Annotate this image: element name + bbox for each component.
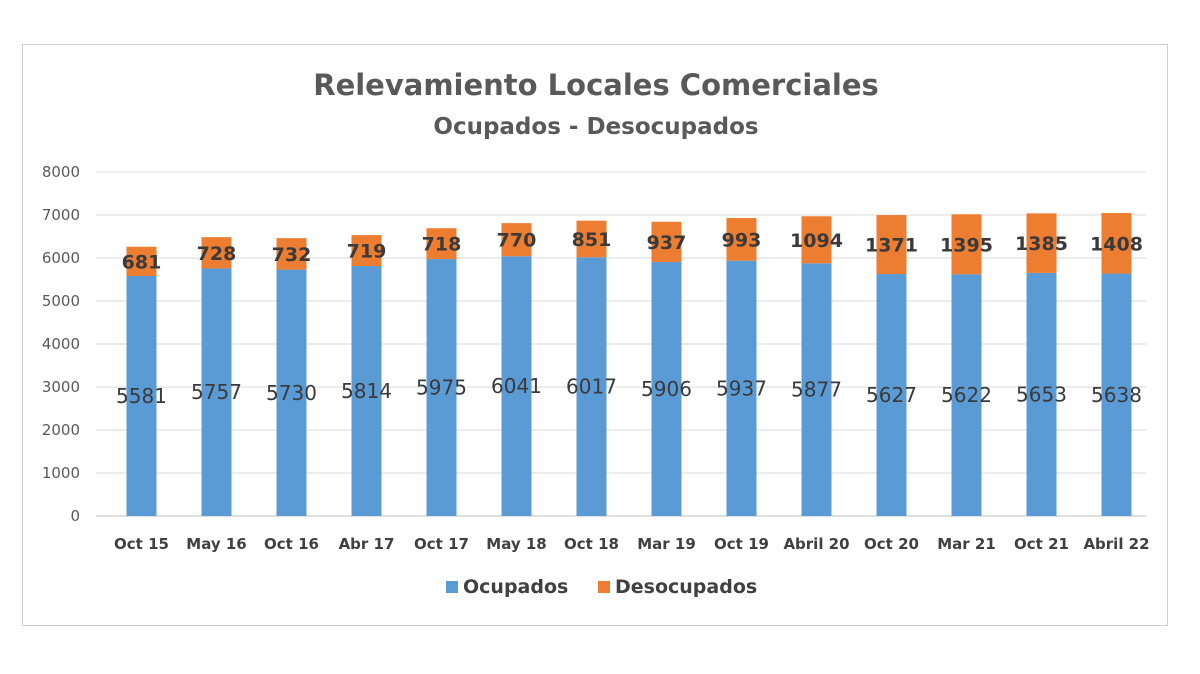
- bar-desocupados: [501, 223, 532, 257]
- data-label-ocupados: 5877: [791, 378, 842, 402]
- data-label-ocupados: 5730: [266, 381, 317, 405]
- data-label-ocupados: 5638: [1091, 383, 1142, 407]
- data-label-desocupados: 851: [572, 229, 612, 251]
- data-label-ocupados: 6041: [491, 374, 542, 398]
- x-tick-label: Oct 20: [864, 535, 919, 553]
- data-label-ocupados: 5906: [641, 377, 692, 401]
- data-label-desocupados: 681: [122, 251, 162, 273]
- legend-label: Ocupados: [463, 576, 568, 598]
- y-axis-ticks: 0 1000 2000 3000 4000 5000 6000 7000 8000: [42, 163, 80, 525]
- bar-desocupados: [651, 221, 682, 263]
- bar-ocupados: [801, 263, 832, 516]
- x-tick-label: Abr 17: [339, 535, 395, 553]
- bar-desocupados: [801, 216, 832, 264]
- bar-ocupados: [1026, 272, 1057, 516]
- data-label-ocupados: 5653: [1016, 382, 1067, 406]
- bar-ocupados: [426, 259, 457, 516]
- data-label-desocupados: 728: [197, 243, 237, 265]
- x-tick-label: Oct 19: [714, 535, 769, 553]
- data-label-desocupados: 1385: [1015, 233, 1068, 255]
- bar-desocupados: [201, 237, 232, 269]
- bar-desocupados: [351, 235, 382, 266]
- bar-desocupados: [876, 215, 907, 275]
- data-label-desocupados: 993: [722, 229, 762, 251]
- y-tick-label: 4000: [42, 335, 80, 353]
- bar-ocupados: [651, 262, 682, 516]
- y-tick-label: 7000: [42, 206, 80, 224]
- data-label-ocupados: 5975: [416, 376, 467, 400]
- data-label-desocupados: 770: [497, 230, 537, 252]
- data-label-ocupados: 6017: [566, 375, 617, 399]
- bar-ocupados: [276, 269, 307, 516]
- bar-desocupados: [426, 228, 457, 260]
- gridlines: [96, 171, 1146, 517]
- bar-ocupados: [501, 256, 532, 516]
- x-tick-label: Oct 16: [264, 535, 319, 553]
- bar-ocupados: [726, 260, 757, 516]
- bar-ocupados: [576, 257, 607, 516]
- data-label-desocupados: 1371: [865, 235, 918, 257]
- data-label-desocupados: 732: [272, 244, 312, 266]
- x-tick-label: Mar 19: [637, 535, 696, 553]
- bar-ocupados: [876, 274, 907, 516]
- bar-ocupados: [951, 274, 982, 516]
- data-label-ocupados: 5581: [116, 384, 167, 408]
- data-label-ocupados: 5937: [716, 376, 767, 400]
- bar-desocupados: [1101, 213, 1132, 274]
- y-tick-label: 8000: [42, 163, 80, 181]
- bar-desocupados: [576, 220, 607, 258]
- data-label-desocupados: 718: [422, 234, 462, 256]
- x-tick-label: Abril 22: [1083, 535, 1149, 553]
- x-tick-label: Mar 21: [937, 535, 996, 553]
- bar-ocupados: [351, 265, 382, 516]
- data-label-ocupados: 5627: [866, 383, 917, 407]
- y-tick-label: 3000: [42, 378, 80, 396]
- legend: Ocupados Desocupados: [446, 576, 757, 598]
- bar-ocupados: [1101, 273, 1132, 516]
- legend-swatch: [598, 581, 610, 593]
- legend-swatch: [446, 581, 458, 593]
- chart-title: Relevamiento Locales Comerciales: [313, 68, 879, 102]
- bar-ocupados: [126, 276, 157, 516]
- y-tick-label: 0: [70, 507, 80, 525]
- x-tick-label: Abril 20: [783, 535, 849, 553]
- y-tick-label: 2000: [42, 421, 80, 439]
- data-label-ocupados: 5622: [941, 383, 992, 407]
- data-label-desocupados: 1395: [940, 234, 993, 256]
- data-label-desocupados: 1094: [790, 230, 843, 252]
- bar-ocupados: [201, 268, 232, 516]
- x-axis-categories: Oct 15 May 16 Oct 16 Abr 17 Oct 17 May 18 Oct …: [114, 535, 1150, 553]
- x-tick-label: May 18: [486, 535, 546, 553]
- y-tick-label: 6000: [42, 249, 80, 267]
- y-tick-label: 1000: [42, 464, 80, 482]
- data-label-desocupados: 937: [647, 232, 687, 254]
- legend-label: Desocupados: [615, 576, 757, 598]
- data-label-desocupados: 719: [347, 241, 387, 263]
- bar-desocupados: [126, 246, 157, 277]
- bar-desocupados: [276, 238, 307, 270]
- data-label-desocupados: 1408: [1090, 233, 1143, 255]
- chart-subtitle: Ocupados - Desocupados: [433, 114, 758, 140]
- bar-desocupados: [1026, 213, 1057, 273]
- x-tick-label: Oct 18: [564, 535, 619, 553]
- data-label-ocupados: 5814: [341, 379, 392, 403]
- data-label-ocupados: 5757: [191, 380, 242, 404]
- bar-desocupados: [951, 214, 982, 275]
- x-tick-label: Oct 17: [414, 535, 469, 553]
- bar-desocupados: [726, 218, 757, 261]
- bars: 5581 681 5757 728 5730 732 5814 719 5975 718 6041 7…: [116, 213, 1143, 516]
- x-tick-label: Oct 21: [1014, 535, 1069, 553]
- x-tick-label: Oct 15: [114, 535, 169, 553]
- x-tick-label: May 16: [186, 535, 246, 553]
- y-tick-label: 5000: [42, 292, 80, 310]
